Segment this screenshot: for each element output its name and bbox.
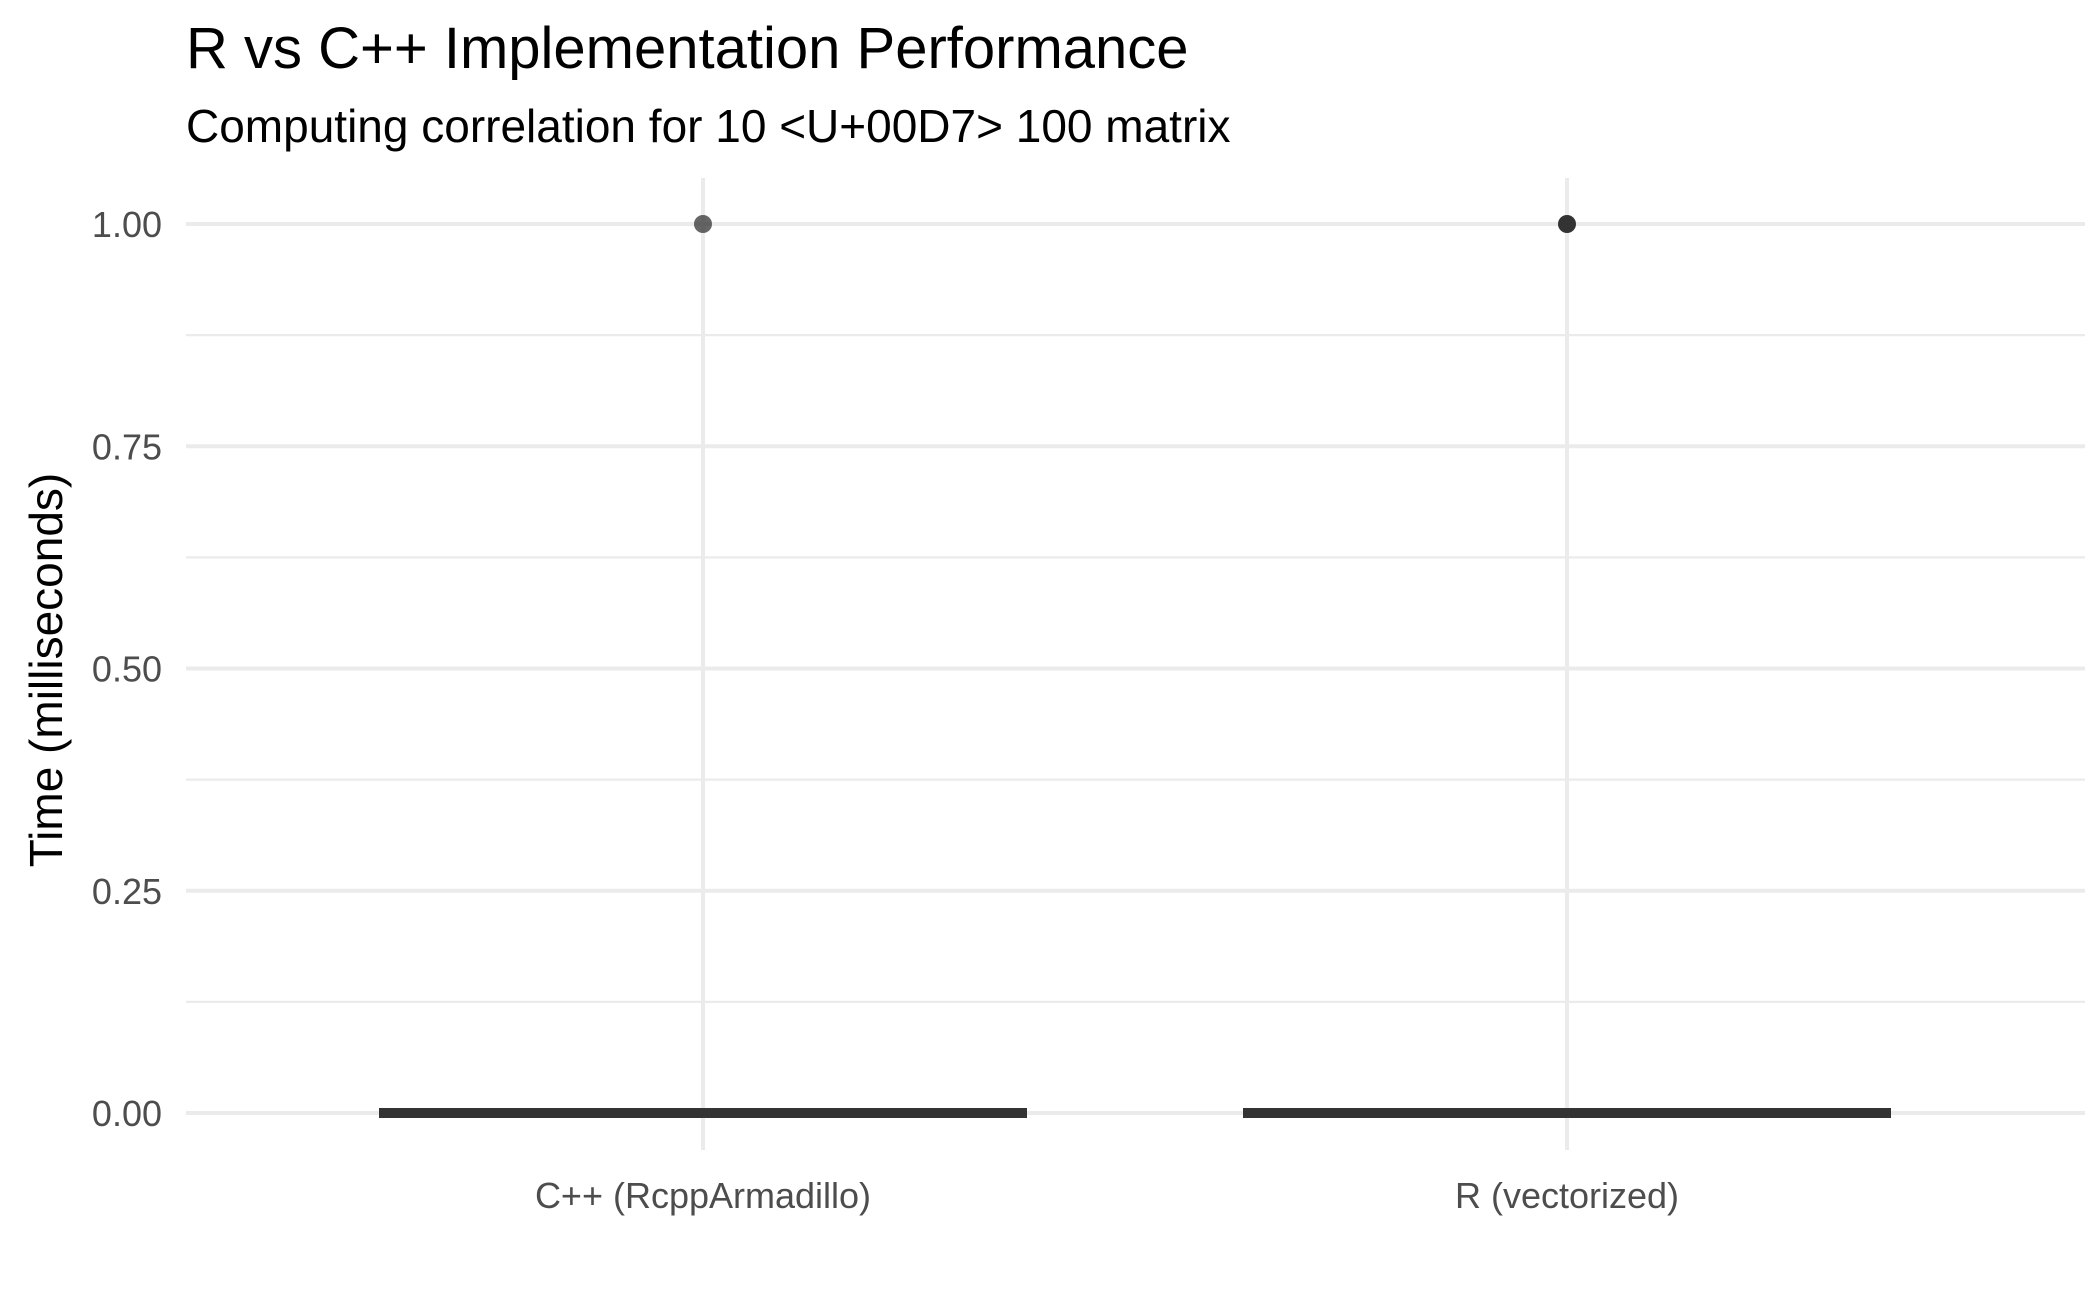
x-tick-label: R (vectorized) <box>1455 1175 1679 1216</box>
y-tick-label: 1.00 <box>92 204 162 245</box>
chart-subtitle: Computing correlation for 10 <U+00D7> 10… <box>186 100 1231 152</box>
y-tick-label: 0.00 <box>92 1093 162 1134</box>
boxes <box>379 215 1891 1118</box>
outlier-point <box>694 215 712 233</box>
x-axis-ticks: C++ (RcppArmadillo) R (vectorized) <box>535 1175 1679 1216</box>
grid <box>186 178 2085 1150</box>
y-tick-label: 0.50 <box>92 649 162 690</box>
outlier-point <box>1558 215 1576 233</box>
y-tick-label: 0.25 <box>92 871 162 912</box>
y-axis-ticks: 0.00 0.25 0.50 0.75 1.00 <box>92 204 162 1134</box>
y-tick-label: 0.75 <box>92 426 162 467</box>
x-tick-label: C++ (RcppArmadillo) <box>535 1175 871 1216</box>
chart-title: R vs C++ Implementation Performance <box>186 16 1189 81</box>
y-axis-label: Time (milliseconds) <box>20 473 72 867</box>
